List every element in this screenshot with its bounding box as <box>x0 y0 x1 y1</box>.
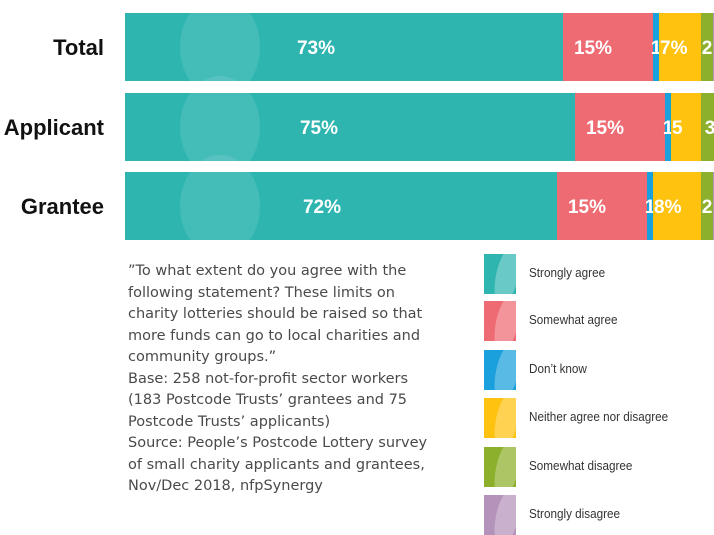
category-label: Grantee <box>21 194 104 219</box>
data-label: 72% <box>303 197 341 218</box>
stacked-bar-chart: 73%15%17%2275%15%153172%15%18%22 TotalAp… <box>0 0 714 250</box>
legend-item-dont-know: Don’t know <box>484 350 710 390</box>
category-label: Total <box>53 35 104 60</box>
note-line: ”To what extent do you agree with the <box>128 261 448 283</box>
note-line: Source: People’s Postcode Lottery survey <box>128 433 448 455</box>
data-label: 15% <box>568 197 606 218</box>
data-label: 75% <box>300 118 338 139</box>
note-line: following statement? These limits on <box>128 283 448 305</box>
note-line: charity lotteries should be raised so th… <box>128 304 448 326</box>
legend-swatch <box>484 447 516 487</box>
data-label: 5 <box>672 118 683 139</box>
legend-label: Somewhat agree <box>529 312 617 327</box>
legend-swatch <box>484 495 516 535</box>
legend-item-somewhat-disagree: Somewhat disagree <box>484 447 710 487</box>
legend-label: Strongly disagree <box>529 506 620 521</box>
legend-swatch <box>484 350 516 390</box>
legend-item-strongly-agree: Strongly agree <box>484 254 710 294</box>
question-note: ”To what extent do you agree with the fo… <box>128 261 448 498</box>
legend-label: Strongly agree <box>529 265 605 280</box>
data-label: 2 <box>702 38 713 59</box>
data-label: 73% <box>297 38 335 59</box>
legend-item-neither: Neither agree nor disagree <box>484 398 710 438</box>
legend: Strongly agree Somewhat agree Don’t know… <box>484 254 710 530</box>
legend-item-strongly-disagree: Strongly disagree <box>484 495 710 535</box>
data-label: 3 <box>705 118 714 139</box>
legend-label: Somewhat disagree <box>529 458 632 473</box>
note-line: Base: 258 not-for-profit sector workers <box>128 369 448 391</box>
note-line: (183 Postcode Trusts’ grantees and 75 <box>128 390 448 412</box>
legend-item-somewhat-agree: Somewhat agree <box>484 301 710 341</box>
legend-label: Neither agree nor disagree <box>529 409 668 424</box>
data-label: 8% <box>654 197 682 218</box>
note-line: community groups.” <box>128 347 448 369</box>
data-label: 7% <box>660 38 688 59</box>
note-line: Postcode Trusts’ applicants) <box>128 412 448 434</box>
legend-swatch <box>484 398 516 438</box>
data-label: 15% <box>574 38 612 59</box>
note-line: of small charity applicants and grantees… <box>128 455 448 477</box>
note-line: more funds can go to local charities and <box>128 326 448 348</box>
category-label: Applicant <box>4 115 105 140</box>
bar-highlight <box>180 155 260 250</box>
legend-swatch <box>484 254 516 294</box>
data-label: 2 <box>702 197 713 218</box>
data-label: 15% <box>586 118 624 139</box>
legend-label: Don’t know <box>529 361 587 376</box>
legend-swatch <box>484 301 516 341</box>
note-line: Nov/Dec 2018, nfpSynergy <box>128 476 448 498</box>
